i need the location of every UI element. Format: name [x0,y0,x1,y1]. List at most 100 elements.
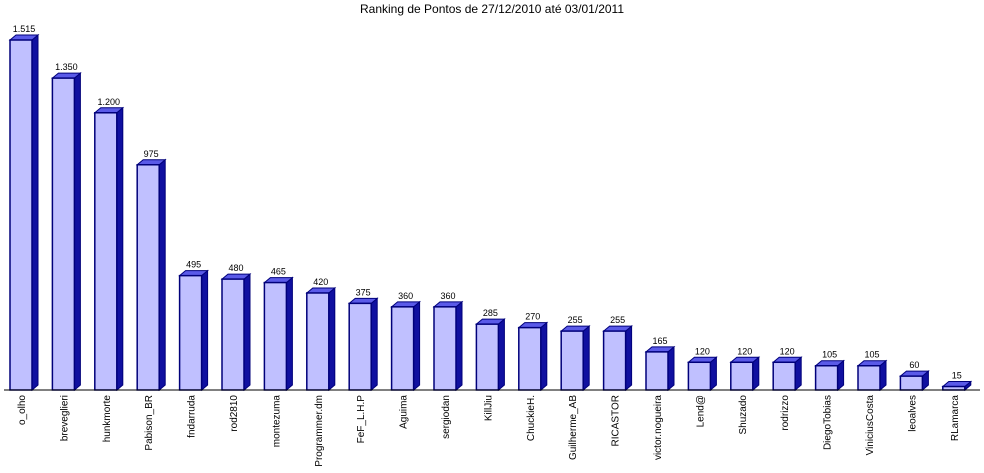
bar-side [285,276,293,392]
bar-side [201,269,209,392]
bar-value-label: 1.200 [98,97,121,107]
bar-side [116,106,124,392]
category-label: victor.nogueira [653,395,664,460]
bar-value-label: 1.350 [55,62,78,72]
bar-value-label: 105 [822,350,837,360]
bar-value-label: 255 [610,315,625,325]
chart-title: Ranking de Pontos de 27/12/2010 até 03/0… [360,2,624,16]
bar-11 [432,300,464,392]
bar-front [899,375,924,391]
bar-value-label: 375 [356,287,371,297]
category-label: Aguima [399,395,410,429]
bar-value-label: 105 [864,350,879,360]
bar-front [942,385,966,391]
category-label: o_olho [17,395,28,425]
category-label: RLamarca [950,395,961,442]
bar-side [31,33,39,392]
category-label: ViniciusCosta [865,395,876,456]
bar-17 [687,356,718,392]
bar-front [263,281,288,391]
bars-group: 1.515 o_olho 1.350 breveglieri 1.200 hunkmort… [8,24,973,467]
bar-16 [644,345,676,392]
bar-side [625,325,633,392]
bar-10 [390,300,421,392]
bar-side [455,300,463,392]
bar-side [752,356,760,392]
category-label: rod2810 [229,395,240,432]
bar-value-label: 255 [568,315,583,325]
bar-side [709,356,717,392]
bar-value-label: 360 [398,291,413,301]
bar-21 [856,359,888,392]
bar-front [475,323,500,391]
bar-18 [729,356,761,392]
bar-15 [602,325,633,392]
category-label: leoalves [907,395,918,432]
bar-value-label: 480 [228,263,243,273]
bar-4 [135,158,167,392]
bar-front [306,292,330,391]
bar-5 [178,269,209,392]
category-label: breveglieri [59,395,70,441]
bar-side [667,345,675,392]
bar-front [221,278,245,391]
bar-value-label: 15 [952,371,962,381]
category-label: Pabison_BR [144,395,155,451]
bar-value-label: 120 [737,346,752,356]
bar-side [73,72,81,392]
category-label: ChuckieH. [526,395,537,441]
bar-front [730,361,754,391]
bar-front [602,330,627,391]
category-label: hunkmorte [102,395,113,443]
bar-front [857,364,881,391]
bar-9 [347,297,379,392]
bar-value-label: 495 [186,260,201,270]
bar-22 [899,370,930,392]
bar-1 [8,33,40,392]
bar-8 [305,286,337,392]
bar-front [51,77,76,391]
category-label: montezuma [271,395,282,448]
bar-front [518,326,542,391]
category-label: Lend@ [695,395,706,427]
category-label: Programmer.dm [314,395,325,467]
category-label: FeF_L.H.P [356,395,367,444]
bar-value-label: 270 [525,312,540,322]
category-label: sergiodan [441,395,452,439]
bar-front [178,274,203,391]
bar-front [772,361,796,391]
bar-side [243,273,251,392]
bar-front [9,39,33,391]
bar-value-label: 420 [313,277,328,287]
bar-value-label: 120 [695,346,710,356]
bar-3 [93,106,125,392]
category-label: RICASTOR [611,395,622,447]
bar-front [136,164,160,391]
bar-side [582,325,590,392]
category-label: fndarruda [187,395,198,438]
category-label: DiegoTobias [823,395,834,450]
bar-value-label: 1.515 [13,24,36,34]
bar-front [348,302,372,391]
bar-side [540,321,548,392]
bar-side [497,318,505,392]
bar-front [94,112,118,391]
bar-12 [475,318,506,392]
bar-20 [814,359,845,392]
bar-19 [771,356,803,392]
bar-7 [263,276,294,392]
bar-13 [517,321,549,392]
bar-front [645,351,669,391]
bar-front [687,361,712,391]
bar-side [794,356,802,392]
category-label: KillJiu [483,395,494,421]
bar-front [390,306,415,391]
bar-value-label: 165 [652,336,667,346]
bar-value-label: 360 [440,291,455,301]
bar-value-label: 465 [271,267,286,277]
bar-value-label: 975 [144,149,159,159]
bar-23 [941,380,973,392]
bar-front [560,330,584,391]
category-label: Guilherme_AB [568,395,579,460]
